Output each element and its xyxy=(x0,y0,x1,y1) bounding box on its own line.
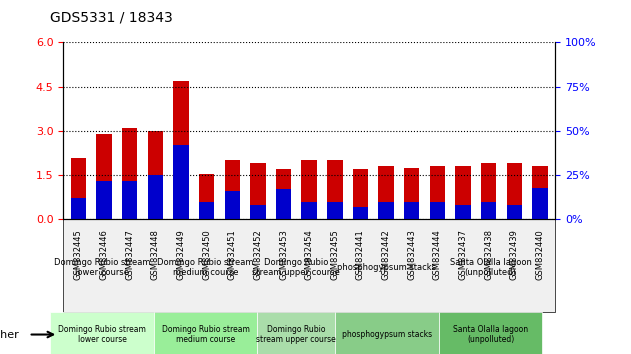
Bar xyxy=(456,205,471,219)
Bar xyxy=(353,207,368,219)
Bar xyxy=(404,168,420,219)
Text: Domingo Rubio
stream upper course: Domingo Rubio stream upper course xyxy=(256,325,336,344)
Bar xyxy=(257,312,335,354)
Bar xyxy=(430,166,445,219)
Bar xyxy=(97,134,112,219)
Bar xyxy=(122,181,138,219)
Bar xyxy=(251,164,266,219)
Bar xyxy=(456,166,471,219)
Bar xyxy=(507,164,522,219)
Bar xyxy=(439,312,542,354)
Bar xyxy=(71,158,86,219)
Bar xyxy=(148,175,163,219)
Bar xyxy=(302,160,317,219)
Bar xyxy=(225,191,240,219)
Bar xyxy=(532,166,548,219)
Bar xyxy=(251,205,266,219)
Text: Domingo Rubio stream
medium course: Domingo Rubio stream medium course xyxy=(157,258,254,277)
Text: Domingo Rubio
stream upper course: Domingo Rubio stream upper course xyxy=(252,258,340,277)
Text: Domingo Rubio stream
medium course: Domingo Rubio stream medium course xyxy=(162,325,249,344)
Bar xyxy=(174,145,189,219)
Bar xyxy=(122,128,138,219)
Bar xyxy=(63,219,555,312)
Bar xyxy=(97,181,112,219)
Bar xyxy=(199,174,215,219)
Text: Domingo Rubio stream
lower course: Domingo Rubio stream lower course xyxy=(58,325,146,344)
Bar xyxy=(327,160,343,219)
Text: other: other xyxy=(0,330,19,339)
Bar xyxy=(353,169,368,219)
Bar xyxy=(430,202,445,219)
Bar xyxy=(148,131,163,219)
Bar xyxy=(154,312,257,354)
Text: GDS5331 / 18343: GDS5331 / 18343 xyxy=(50,11,174,25)
Bar xyxy=(276,189,292,219)
Bar xyxy=(199,202,215,219)
Bar xyxy=(276,169,292,219)
Text: phosphogypsum stacks: phosphogypsum stacks xyxy=(342,330,432,339)
Bar xyxy=(481,164,497,219)
Bar xyxy=(379,166,394,219)
Bar xyxy=(71,198,86,219)
Bar xyxy=(327,202,343,219)
Bar xyxy=(225,160,240,219)
Bar xyxy=(335,312,439,354)
Bar xyxy=(302,202,317,219)
Text: Santa Olalla lagoon
(unpolluted): Santa Olalla lagoon (unpolluted) xyxy=(453,325,528,344)
Bar xyxy=(379,202,394,219)
Bar xyxy=(404,202,420,219)
Text: Domingo Rubio stream
lower course: Domingo Rubio stream lower course xyxy=(54,258,150,277)
Bar xyxy=(507,205,522,219)
Bar xyxy=(174,81,189,219)
Text: phosphogypsum stacks: phosphogypsum stacks xyxy=(338,263,437,272)
Bar xyxy=(481,202,497,219)
Text: Santa Olalla lagoon
(unpolluted): Santa Olalla lagoon (unpolluted) xyxy=(449,258,531,277)
Bar xyxy=(50,312,154,354)
Bar xyxy=(532,188,548,219)
